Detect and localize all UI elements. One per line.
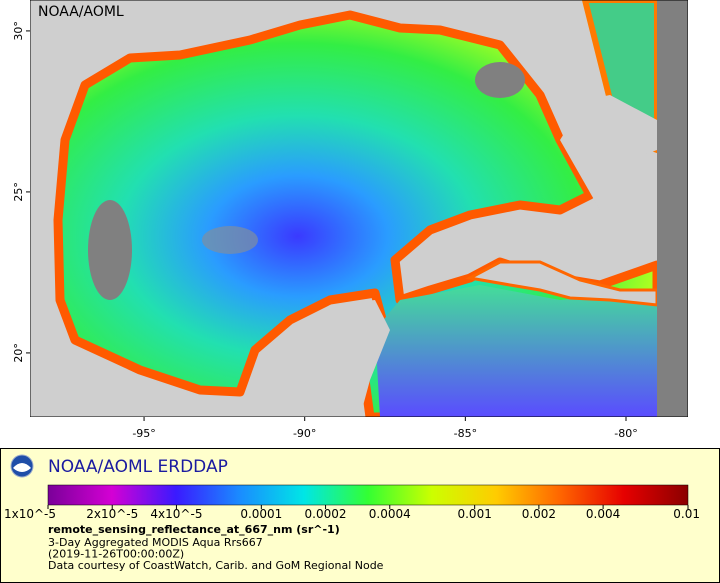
caption-line: Data courtesy of CoastWatch, Carib. and … bbox=[48, 559, 384, 572]
map-label: NOAA/AOML bbox=[38, 4, 124, 20]
no-data bbox=[657, 0, 688, 417]
x-tick-label: -90° bbox=[293, 427, 316, 440]
x-tick-label: -80° bbox=[614, 427, 637, 440]
no-data bbox=[202, 226, 258, 254]
colorbar-tick-label: 0.01 bbox=[673, 507, 700, 521]
y-tick-label: 25° bbox=[12, 182, 25, 202]
colorbar-tick-label: 0.0002 bbox=[305, 507, 347, 521]
colorbar bbox=[47, 484, 689, 506]
x-tick-label: -95° bbox=[132, 427, 155, 440]
yucatan bbox=[240, 300, 390, 417]
map bbox=[30, 0, 688, 417]
caption-line: 3-Day Aggregated MODIS Aqua Rrs667 bbox=[48, 536, 263, 549]
caribbean-water bbox=[375, 285, 657, 417]
colorbar-tick-label: 0.0004 bbox=[369, 507, 411, 521]
colorbar-tick-label: 0.004 bbox=[586, 507, 620, 521]
variable-name: remote_sensing_reflectance_at_667_nm (sr… bbox=[48, 523, 340, 536]
caption-line: (2019-11-26T00:00:00Z) bbox=[48, 548, 184, 561]
y-tick-label: 30° bbox=[12, 21, 25, 41]
y-tick-label: 20° bbox=[12, 343, 25, 363]
colorbar-tick-label: 4x10^-5 bbox=[150, 507, 202, 521]
no-data bbox=[475, 62, 525, 98]
legend-title: NOAA/AOML ERDDAP bbox=[48, 457, 228, 477]
x-tick-label: -85° bbox=[454, 427, 477, 440]
colorbar-tick-label: 0.0001 bbox=[240, 507, 282, 521]
no-data bbox=[88, 200, 132, 300]
florida bbox=[560, 95, 657, 210]
noaa-logo-bird bbox=[13, 463, 31, 472]
colorbar-tick-label: 0.001 bbox=[457, 507, 491, 521]
colorbar-tick-label: 0.002 bbox=[522, 507, 556, 521]
colorbar-tick-label: 2x10^-5 bbox=[86, 507, 138, 521]
colorbar-tick-label: 1x10^-5 bbox=[4, 507, 56, 521]
